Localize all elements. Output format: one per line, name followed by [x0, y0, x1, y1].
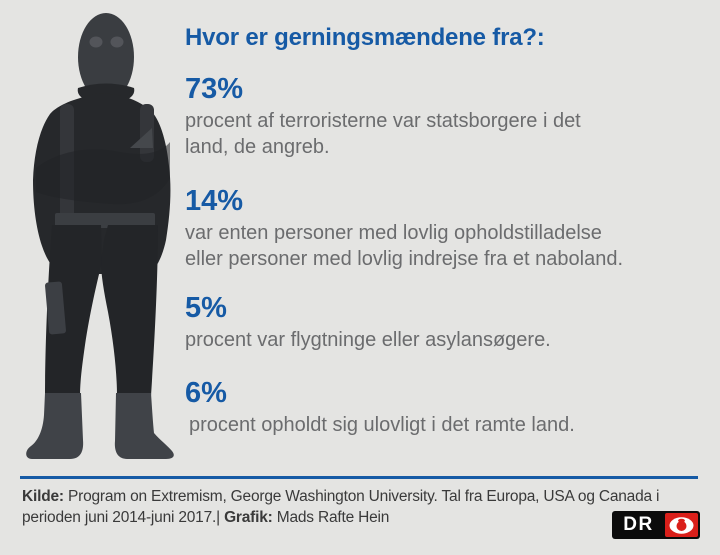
figure-boot-right: [114, 393, 174, 459]
stat-block-citizens: 73% procent af terroristerne var statsbo…: [185, 74, 713, 160]
figure-head: [78, 13, 134, 101]
source-label: Kilde:: [22, 488, 64, 505]
dr-eye-icon: [665, 513, 698, 537]
dr-logo-text: DR: [623, 514, 654, 535]
stat-block-refugees: 5% procent var flygtninge eller asylansø…: [185, 293, 713, 353]
credit-label: Grafik:: [224, 509, 273, 526]
figure-leg-right: [101, 225, 158, 396]
source-credit: Kilde: Program on Extremism, George Wash…: [22, 486, 670, 528]
stat-value: 5%: [185, 292, 227, 324]
masked-figure-illustration: [26, 13, 174, 459]
stat-value: 14%: [185, 185, 244, 217]
page-title: Hvor er gerningsmændene fra?:: [185, 24, 545, 51]
figure-eye-right: [110, 36, 124, 48]
separator: |: [216, 509, 220, 526]
stat-value: 73%: [185, 73, 244, 105]
figure-boot-left: [26, 393, 84, 459]
divider-line: [20, 476, 698, 479]
stat-text: procent var flygtninge eller asylansøger…: [185, 329, 551, 351]
stat-text: procent opholdt sig ulovligt i det ramte…: [189, 414, 575, 436]
stat-text: var enten personer med lovlig opholdstil…: [185, 222, 624, 270]
source-text: Program on Extremism, George Washington …: [22, 488, 660, 526]
stat-value: 6%: [185, 377, 227, 409]
dr-logo: DR: [612, 511, 700, 539]
stat-block-illegal-stay: 6% procent opholdt sig ulovligt i det ra…: [185, 378, 713, 438]
stat-block-legal-residence: 14% var enten personer med lovlig ophold…: [185, 186, 713, 272]
credit-text: Mads Rafte Hein: [276, 509, 390, 526]
figure-leg-left: [45, 225, 102, 396]
figure-eye-left: [89, 36, 103, 48]
stat-text: procent af terroristerne var statsborger…: [185, 110, 581, 158]
